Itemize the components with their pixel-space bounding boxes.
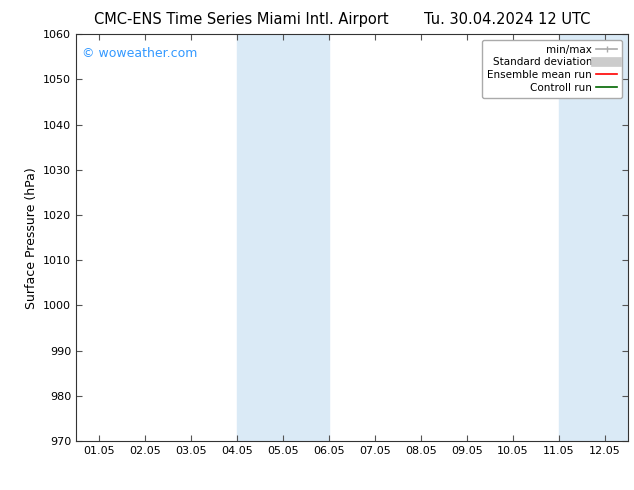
Bar bbox=[237, 34, 329, 441]
Text: CMC-ENS Time Series Miami Intl. Airport: CMC-ENS Time Series Miami Intl. Airport bbox=[94, 12, 388, 27]
Text: Tu. 30.04.2024 12 UTC: Tu. 30.04.2024 12 UTC bbox=[424, 12, 590, 27]
Bar bbox=[559, 34, 628, 441]
Y-axis label: Surface Pressure (hPa): Surface Pressure (hPa) bbox=[25, 167, 37, 309]
Legend: min/max, Standard deviation, Ensemble mean run, Controll run: min/max, Standard deviation, Ensemble me… bbox=[482, 40, 623, 98]
Text: © woweather.com: © woweather.com bbox=[82, 47, 197, 59]
